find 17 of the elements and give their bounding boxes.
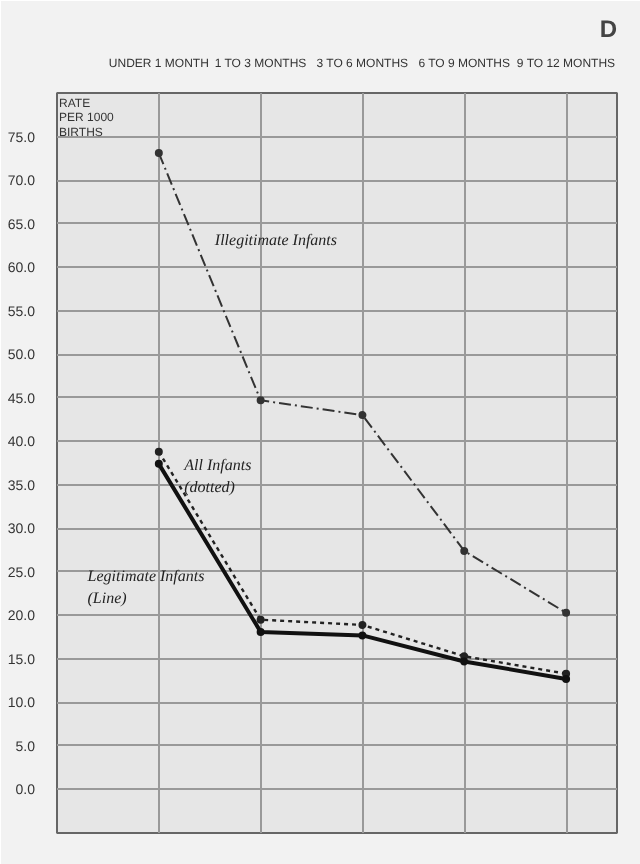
point	[460, 657, 469, 666]
series-label: Illegitimate Infants	[212, 230, 338, 249]
point	[358, 411, 367, 420]
point	[154, 149, 163, 158]
chart-title: D	[599, 15, 618, 43]
point	[154, 459, 163, 468]
point	[460, 546, 469, 555]
point	[256, 396, 265, 405]
point	[358, 631, 367, 640]
point	[358, 620, 367, 629]
point	[562, 674, 571, 683]
series-label: All Infants (dotted)	[182, 455, 252, 496]
series-label: Legitimate Infants (Line)	[85, 567, 205, 607]
point	[154, 447, 163, 456]
point	[562, 608, 571, 617]
point	[256, 627, 265, 636]
point	[256, 615, 265, 624]
